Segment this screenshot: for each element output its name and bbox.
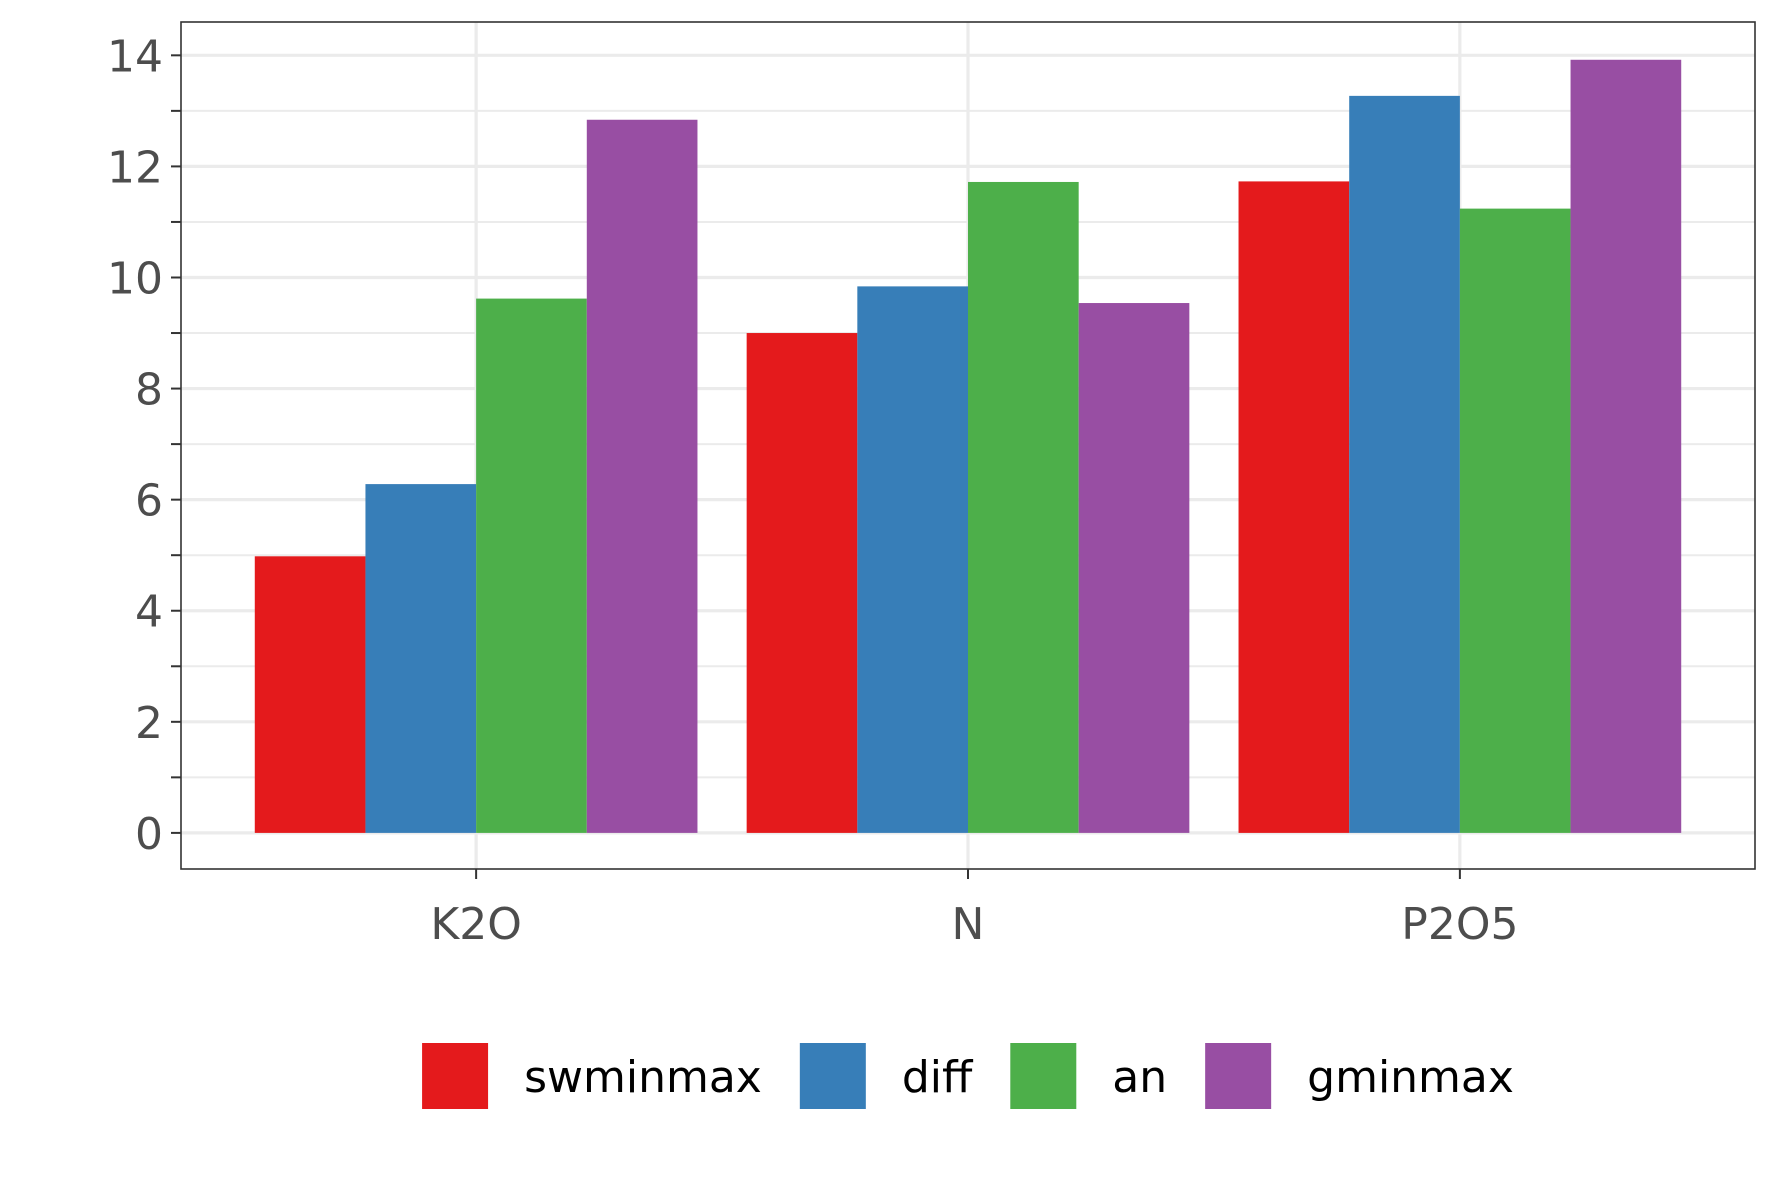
legend-key-swminmax	[422, 1043, 489, 1109]
y-tick-label: 4	[135, 587, 163, 638]
x-tick-label: K2O	[430, 899, 521, 950]
y-tick-label: 14	[107, 31, 163, 82]
y-tick-label: 2	[135, 698, 163, 749]
x-tick-label: N	[952, 899, 985, 950]
bar-swminmax-P2O5	[1238, 181, 1350, 833]
y-tick-label: 8	[135, 365, 163, 416]
bar-an-K2O	[476, 298, 587, 833]
bar-swminmax-K2O	[254, 556, 366, 833]
y-tick-label: 12	[107, 142, 163, 193]
bar-gminmax-K2O	[586, 119, 698, 833]
legend-label: gminmax	[1307, 1052, 1514, 1103]
bar-an-N	[968, 181, 1079, 833]
legend-label: an	[1112, 1052, 1167, 1103]
legend: swminmax diff an gminmax	[422, 1043, 1514, 1109]
legend-label: diff	[902, 1052, 974, 1103]
bar-swminmax-N	[746, 333, 858, 833]
legend-key-gminmax	[1205, 1043, 1272, 1109]
x-tick-label: P2O5	[1401, 899, 1518, 950]
bar-diff-N	[857, 286, 968, 833]
y-tick-label: 10	[107, 253, 163, 304]
y-axis: 0 2 4 6 8 10 12 14	[107, 31, 181, 860]
legend-label: swminmax	[524, 1052, 762, 1103]
bars	[254, 59, 1682, 833]
legend-key-diff	[799, 1043, 866, 1109]
legend-key-an	[1010, 1043, 1077, 1109]
bar-gminmax-N	[1078, 303, 1190, 833]
bar-an-P2O5	[1459, 208, 1571, 833]
x-axis: K2O N P2O5	[430, 869, 1518, 950]
bar-diff-P2O5	[1349, 95, 1460, 833]
bar-diff-K2O	[365, 484, 477, 833]
bar-gminmax-P2O5	[1570, 59, 1682, 833]
y-tick-label: 6	[135, 476, 163, 527]
y-tick-label: 0	[135, 809, 163, 860]
